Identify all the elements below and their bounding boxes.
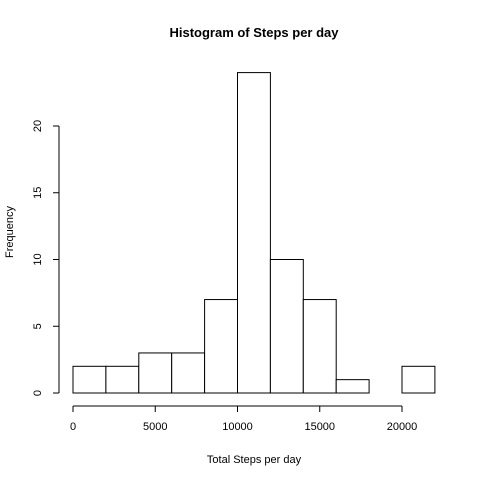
x-tick-label: 10000 — [222, 421, 253, 433]
x-axis: 0 5000 10000 15000 20000 — [70, 405, 418, 433]
histogram-bar-7 — [302, 299, 337, 394]
x-tick-label: 15000 — [304, 421, 335, 433]
x-axis-label: Total Steps per day — [207, 454, 302, 466]
y-tick-label: 5 — [32, 323, 44, 329]
histogram-bar-5 — [237, 72, 271, 394]
histogram-bar-8 — [335, 379, 370, 394]
histogram-bar-2 — [138, 352, 173, 394]
y-tick-label: 20 — [32, 120, 44, 132]
histogram-bar-3 — [171, 352, 206, 394]
y-axis: 0 5 10 15 20 — [32, 120, 60, 396]
x-tick-label: 20000 — [387, 421, 418, 433]
y-tick-label: 15 — [32, 187, 44, 199]
histogram-bar-0 — [72, 365, 107, 394]
chart-title: Histogram of Steps per day — [169, 25, 339, 40]
histogram-bar-4 — [204, 299, 239, 394]
x-tick-label: 0 — [70, 421, 76, 433]
histogram-bar-10 — [401, 365, 436, 394]
histogram-bar-6 — [269, 259, 304, 394]
y-tick-label: 0 — [32, 390, 44, 396]
y-tick-label: 10 — [32, 253, 44, 265]
x-tick-label: 5000 — [143, 421, 167, 433]
bars-group — [72, 72, 436, 394]
histogram-bar-1 — [105, 365, 140, 394]
y-axis-label: Frequency — [4, 206, 16, 258]
